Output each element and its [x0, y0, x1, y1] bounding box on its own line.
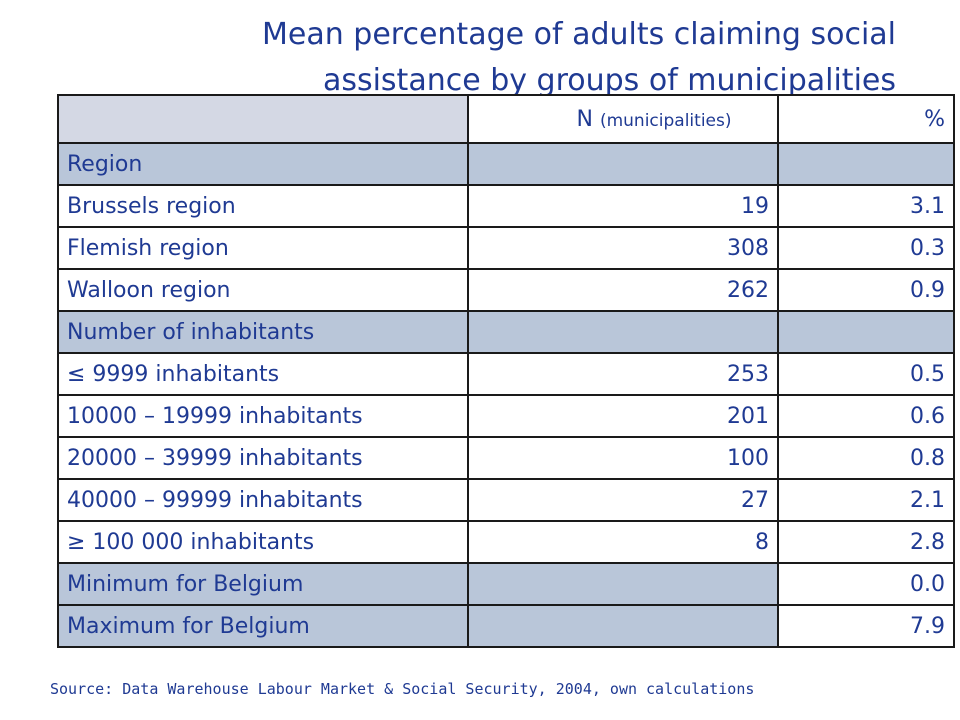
- row-n: [467, 142, 779, 186]
- row-n: 308: [467, 226, 779, 270]
- row-label: Region: [57, 142, 469, 186]
- row-n: [467, 310, 779, 354]
- row-label: 10000 – 19999 inhabitants: [57, 394, 469, 438]
- row-n: [467, 604, 779, 648]
- table-row: Flemish region 308 0.3: [57, 226, 955, 270]
- header-corner-cell: [57, 94, 469, 144]
- table-row: Brussels region 19 3.1: [57, 184, 955, 228]
- row-n: 19: [467, 184, 779, 228]
- row-n: 253: [467, 352, 779, 396]
- row-n: [467, 562, 779, 606]
- row-label: ≥ 100 000 inhabitants: [57, 520, 469, 564]
- row-n: 27: [467, 478, 779, 522]
- row-pct: [777, 310, 955, 354]
- row-pct: 0.6: [777, 394, 955, 438]
- table-row: 40000 – 99999 inhabitants 27 2.1: [57, 478, 955, 522]
- table-header-row: N (municipalities) %: [57, 94, 955, 144]
- slide-title: Mean percentage of adults claiming socia…: [200, 12, 896, 104]
- table-summary-row: Maximum for Belgium 7.9: [57, 604, 955, 648]
- row-label: Number of inhabitants: [57, 310, 469, 354]
- data-table: N (municipalities) % Region Brussels reg…: [57, 94, 955, 648]
- row-pct: 2.8: [777, 520, 955, 564]
- row-pct: 0.9: [777, 268, 955, 312]
- row-pct: 0.3: [777, 226, 955, 270]
- row-pct: 2.1: [777, 478, 955, 522]
- row-label: Maximum for Belgium: [57, 604, 469, 648]
- table-summary-row: Minimum for Belgium 0.0: [57, 562, 955, 606]
- table-group-row: Number of inhabitants: [57, 310, 955, 354]
- row-label: Walloon region: [57, 268, 469, 312]
- row-pct: [777, 142, 955, 186]
- table-row: 20000 – 39999 inhabitants 100 0.8: [57, 436, 955, 480]
- header-n-cell: N (municipalities): [467, 94, 779, 144]
- row-label: ≤ 9999 inhabitants: [57, 352, 469, 396]
- row-pct: 0.0: [777, 562, 955, 606]
- row-n: 262: [467, 268, 779, 312]
- title-line-1: Mean percentage of adults claiming socia…: [262, 17, 896, 52]
- source-note: Source: Data Warehouse Labour Market & S…: [50, 680, 755, 698]
- row-pct: 7.9: [777, 604, 955, 648]
- row-label: Brussels region: [57, 184, 469, 228]
- table-row: ≥ 100 000 inhabitants 8 2.8: [57, 520, 955, 564]
- row-label: Minimum for Belgium: [57, 562, 469, 606]
- header-n-label: N: [576, 106, 593, 132]
- row-label: 20000 – 39999 inhabitants: [57, 436, 469, 480]
- header-pct-cell: %: [777, 94, 955, 144]
- table-row: Walloon region 262 0.9: [57, 268, 955, 312]
- row-n: 100: [467, 436, 779, 480]
- row-pct: 0.5: [777, 352, 955, 396]
- table-row: ≤ 9999 inhabitants 253 0.5: [57, 352, 955, 396]
- table-row: 10000 – 19999 inhabitants 201 0.6: [57, 394, 955, 438]
- row-pct: 0.8: [777, 436, 955, 480]
- row-pct: 3.1: [777, 184, 955, 228]
- header-n-sublabel: (municipalities): [599, 110, 732, 131]
- row-label: 40000 – 99999 inhabitants: [57, 478, 469, 522]
- row-n: 201: [467, 394, 779, 438]
- title-line-2: assistance by groups of municipalities: [322, 63, 896, 98]
- table-group-row: Region: [57, 142, 955, 186]
- row-label: Flemish region: [57, 226, 469, 270]
- row-n: 8: [467, 520, 779, 564]
